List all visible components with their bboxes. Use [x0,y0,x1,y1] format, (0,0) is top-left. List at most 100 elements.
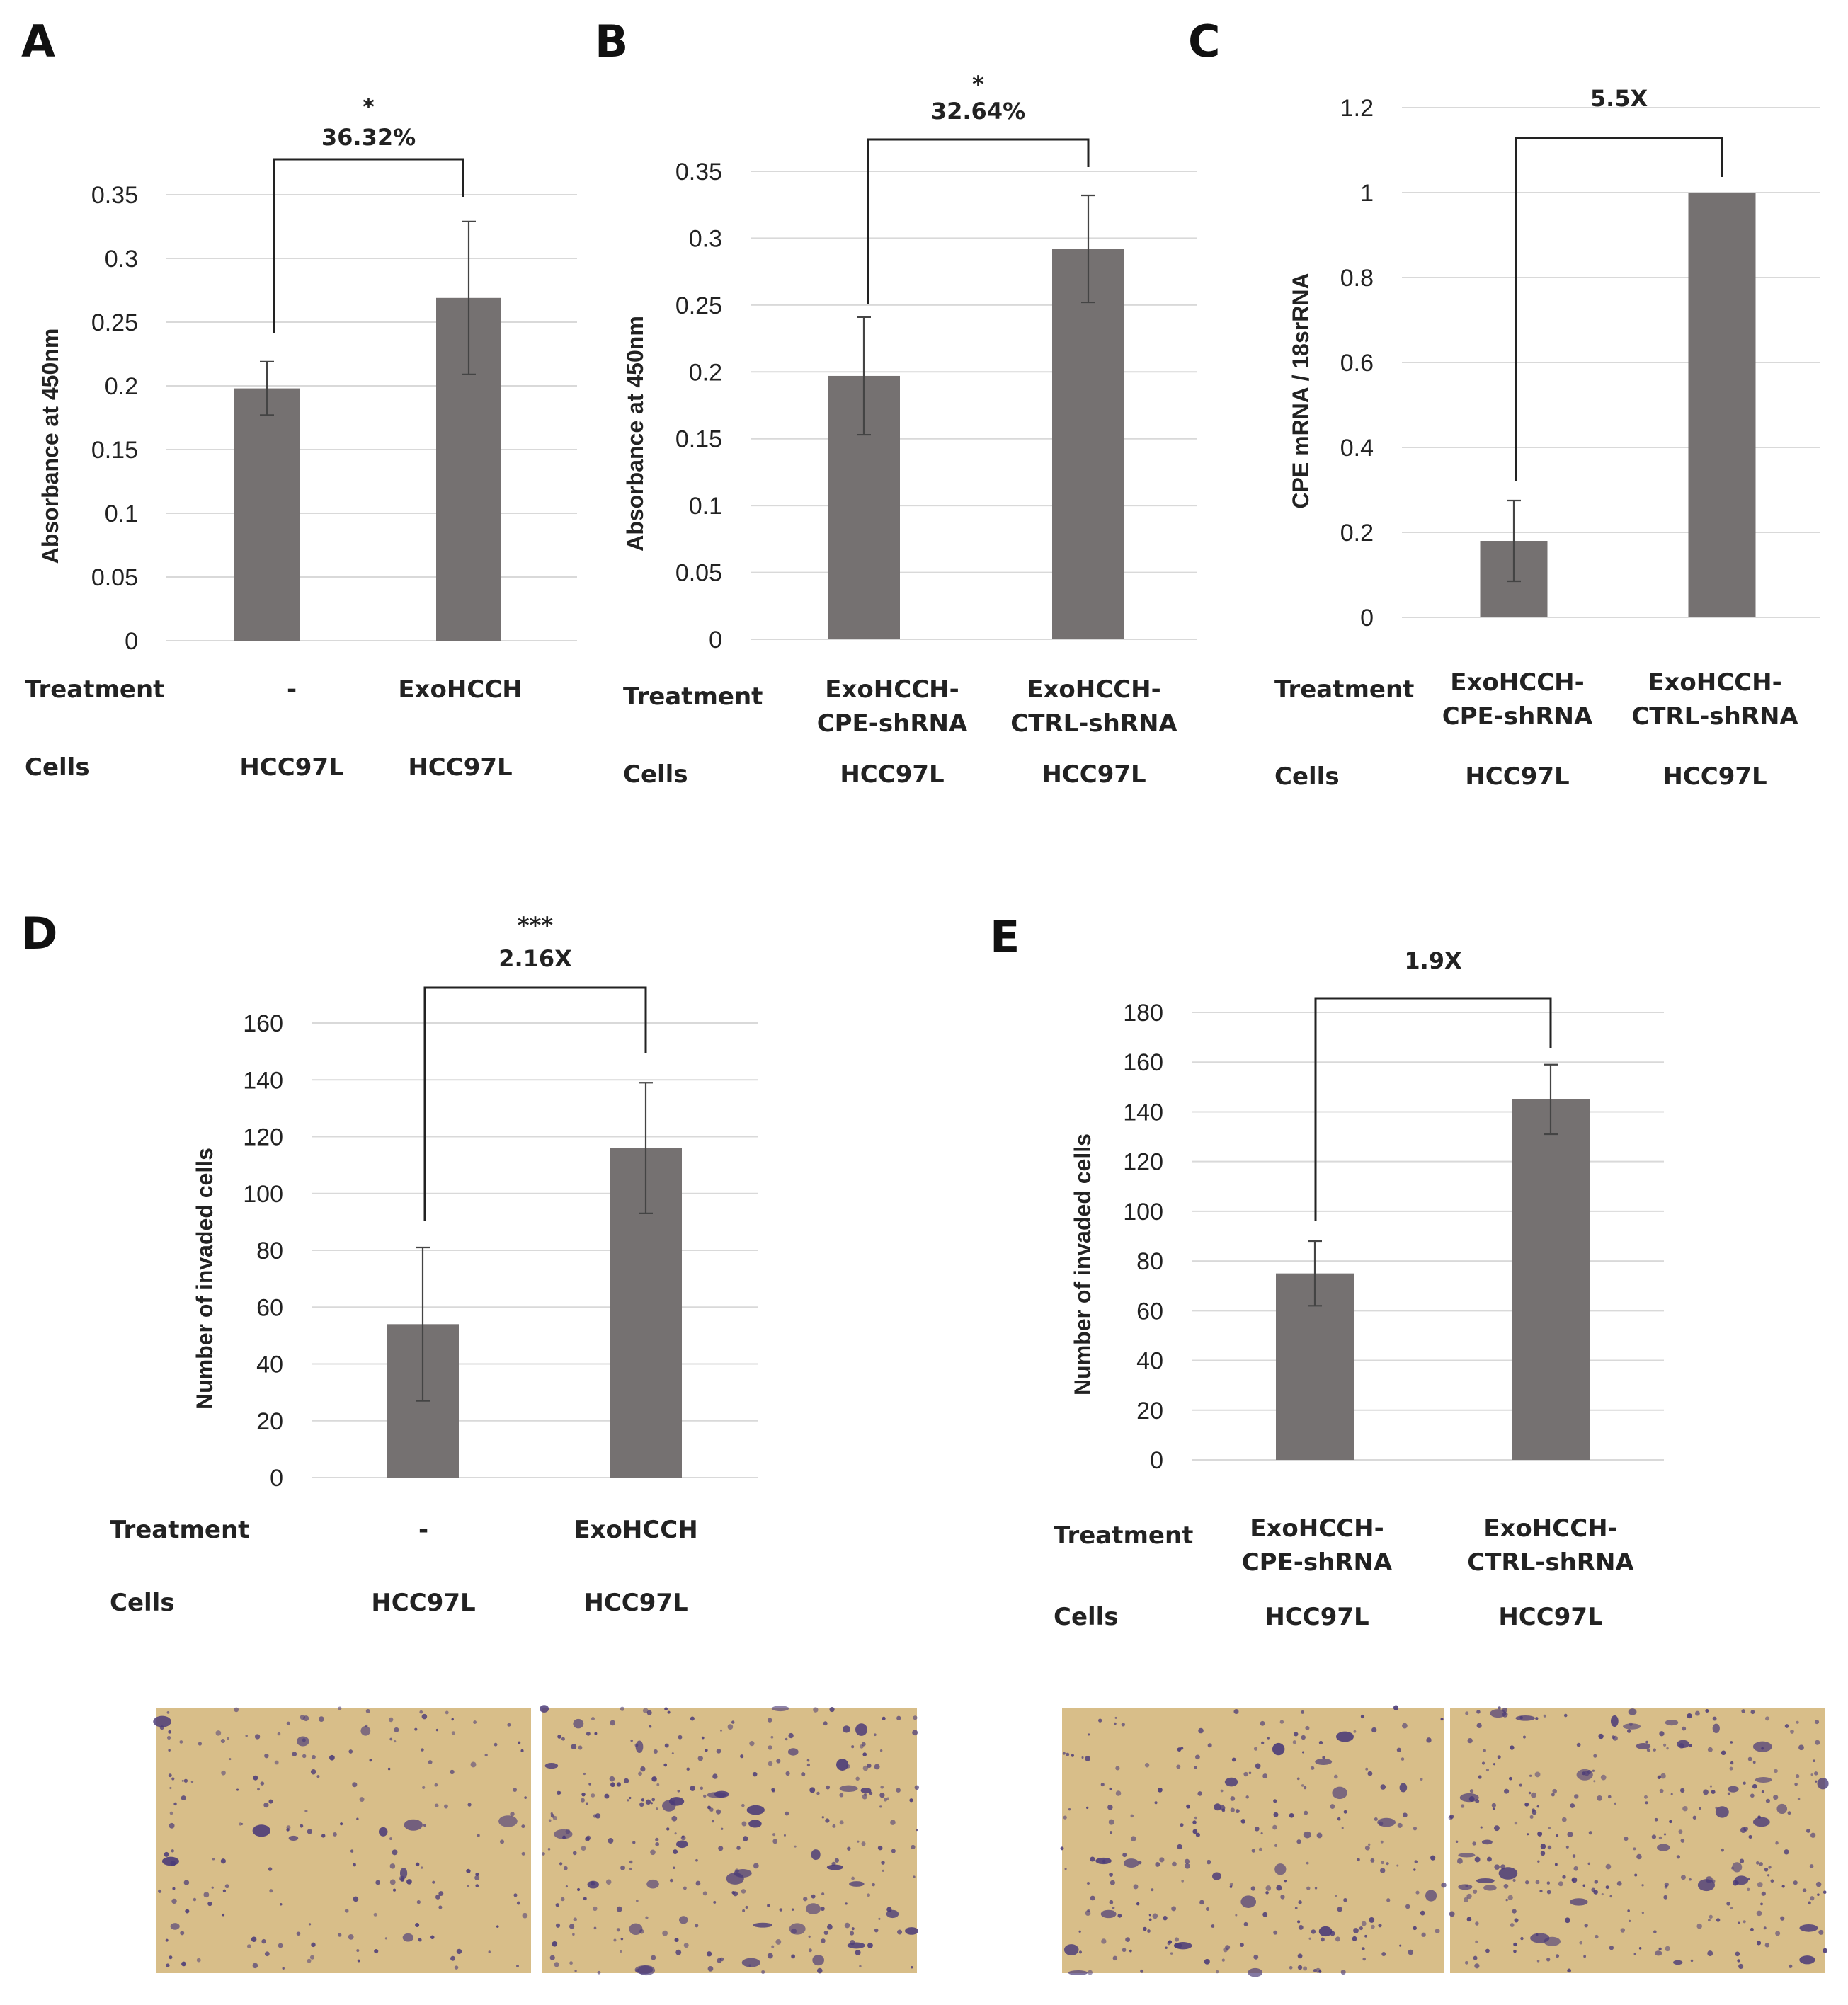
stained-dot [578,1745,583,1750]
stained-dot [1112,1955,1118,1961]
bar-1 [234,388,300,641]
invaded-cell [288,1835,299,1841]
photo-vignette [156,1708,531,1973]
stained-dot [1747,1887,1750,1892]
stained-dot [1353,1730,1357,1733]
stained-dot [1633,1953,1636,1955]
stained-dot [274,1760,279,1765]
stained-dot [1510,1923,1515,1927]
panels-layer: A 0 0.05 0.1 0.15 0.2 0.25 0.3 0.35 Absorbance at… [21,16,1820,1631]
invaded-cell [153,1715,171,1727]
invaded-cell [1224,1777,1238,1787]
stained-dot [1627,1909,1630,1912]
stained-dot [1143,1926,1147,1931]
stained-dot [880,1786,884,1789]
stained-dot [168,1730,171,1734]
stained-dot [1356,1858,1360,1862]
stained-dot [1180,1823,1184,1827]
stained-dot [428,1760,433,1764]
stained-dot [1535,1880,1540,1885]
stained-dot [1690,1959,1694,1963]
invaded-cell [847,1942,865,1949]
invaded-cell [1752,1741,1772,1752]
stained-dot [420,1866,423,1869]
y-tick-label: 0.05 [91,564,138,591]
stained-dot [879,1805,882,1808]
stained-dot [791,1908,794,1911]
stained-dot [1194,1766,1197,1769]
stained-dot [1787,1811,1791,1815]
stained-dot [1478,1775,1482,1779]
stained-dot [1509,1776,1512,1781]
stained-dot [851,1745,855,1749]
stained-dot [1381,1952,1386,1956]
stained-dot [1498,1706,1501,1710]
stained-dot [1474,1963,1480,1969]
stained-dot [1159,1857,1165,1863]
stained-dot [1071,1754,1074,1757]
stained-dot [1301,1735,1306,1740]
y-tick-label: 60 [256,1294,283,1321]
stained-dot [171,1777,175,1781]
stained-dot [690,1786,696,1791]
invaded-cell [1399,1783,1408,1793]
invaded-cell [1712,1723,1720,1733]
stained-dot [862,1752,867,1756]
stained-dot [1676,1855,1680,1859]
stained-dot [1370,1858,1375,1863]
stained-dot [816,1967,823,1974]
y-tick-label: 0.3 [689,225,722,252]
stained-dot [165,1938,169,1942]
stained-dot [1633,1847,1636,1851]
stained-dot [821,1892,825,1896]
photo-e-ctrl [1448,1706,1829,1973]
stained-dot [1752,1761,1756,1764]
stained-dot [886,1797,889,1800]
stained-dot [645,1799,651,1805]
stained-dot [1712,1716,1717,1721]
stained-dot [1205,1907,1210,1912]
row-value: ExoHCCH- [1027,675,1160,704]
stained-dot [1365,1767,1369,1771]
stained-dot [1680,1839,1685,1843]
stained-dot [173,1802,177,1806]
stained-dot [1280,1895,1285,1900]
stained-dot [1475,1921,1479,1926]
stained-dot [1343,1897,1347,1902]
stained-dot [683,1886,687,1890]
stained-dot [384,1937,388,1940]
stained-dot [1086,1806,1089,1810]
stained-dot [1582,1884,1585,1887]
stained-dot [1233,1708,1239,1714]
stained-dot [392,1849,398,1856]
stained-dot [806,1763,811,1767]
stained-dot [1780,1916,1785,1921]
stained-dot [374,1948,379,1954]
stained-dot [1763,1926,1767,1930]
stained-dot [1481,1761,1485,1765]
stained-dot [713,1900,717,1904]
stained-dot [473,1720,477,1724]
stained-dot [1239,1943,1244,1947]
stained-dot [357,1959,360,1963]
stained-dot [869,1791,873,1795]
stained-dot [1756,1910,1762,1917]
stained-dot [775,1939,782,1945]
stained-dot [1353,1928,1359,1933]
stained-dot [1663,1895,1668,1900]
stained-dot [591,1793,595,1798]
stained-dot [1131,1836,1136,1841]
stained-dot [1595,1934,1599,1939]
stained-dot [1823,1890,1827,1895]
stained-dot [207,1901,212,1907]
stained-dot [673,1866,675,1870]
stained-dot [745,1905,748,1909]
stained-dot [882,1869,884,1872]
stained-dot [316,1775,320,1778]
stained-dot [196,1958,201,1963]
stained-dot [1678,1829,1683,1834]
stained-dot [286,1825,291,1830]
y-tick-label: 0.2 [689,359,722,386]
stained-dot [629,1860,633,1864]
stained-dot [1198,1727,1204,1734]
